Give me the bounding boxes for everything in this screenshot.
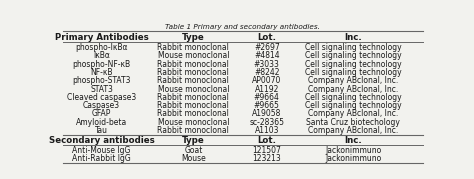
- Text: 121507: 121507: [252, 146, 281, 155]
- Text: Cell signaling technology: Cell signaling technology: [305, 93, 401, 102]
- Text: Mouse monoclonal: Mouse monoclonal: [157, 84, 229, 93]
- Text: Cell signaling technology: Cell signaling technology: [305, 101, 401, 110]
- Text: phospho-STAT3: phospho-STAT3: [72, 76, 131, 85]
- Text: STAT3: STAT3: [90, 84, 113, 93]
- Text: Rabbit monoclonal: Rabbit monoclonal: [157, 93, 229, 102]
- Text: Company ABclonal, Inc.: Company ABclonal, Inc.: [308, 126, 398, 135]
- Text: #9665: #9665: [254, 101, 280, 110]
- Text: NF-κB: NF-κB: [90, 68, 113, 77]
- Text: #8242: #8242: [254, 68, 280, 77]
- Text: Rabbit monoclonal: Rabbit monoclonal: [157, 126, 229, 135]
- Text: A1192: A1192: [255, 84, 279, 93]
- Text: Cell signaling technology: Cell signaling technology: [305, 43, 401, 52]
- Text: Mouse: Mouse: [181, 154, 206, 163]
- Text: Cell signaling technology: Cell signaling technology: [305, 60, 401, 69]
- Text: Goat: Goat: [184, 146, 202, 155]
- Text: Company ABclonal, Inc.: Company ABclonal, Inc.: [308, 76, 398, 85]
- Text: Primary Antibodies: Primary Antibodies: [55, 33, 148, 42]
- Text: Table 1 Primary and secondary antibodies.: Table 1 Primary and secondary antibodies…: [165, 24, 320, 30]
- Text: Secondary antibodies: Secondary antibodies: [49, 136, 155, 145]
- Text: Lot.: Lot.: [257, 136, 276, 145]
- Text: Lot.: Lot.: [257, 33, 276, 42]
- Text: #2697: #2697: [254, 43, 280, 52]
- Text: #3033: #3033: [254, 60, 280, 69]
- Text: Company ABclonal, Inc.: Company ABclonal, Inc.: [308, 109, 398, 118]
- Text: Amyloid-beta: Amyloid-beta: [76, 118, 127, 127]
- Text: Rabbit monoclonal: Rabbit monoclonal: [157, 60, 229, 69]
- Text: GFAP: GFAP: [92, 109, 111, 118]
- Text: Cell signaling technology: Cell signaling technology: [305, 51, 401, 61]
- Text: A19058: A19058: [252, 109, 282, 118]
- Text: Inc.: Inc.: [344, 33, 362, 42]
- Text: Mouse monoclonal: Mouse monoclonal: [157, 51, 229, 61]
- Text: Type: Type: [182, 136, 205, 145]
- Text: Rabbit monoclonal: Rabbit monoclonal: [157, 68, 229, 77]
- Text: #4814: #4814: [254, 51, 280, 61]
- Text: Caspase3: Caspase3: [83, 101, 120, 110]
- Text: Inc.: Inc.: [344, 136, 362, 145]
- Text: A1103: A1103: [255, 126, 279, 135]
- Text: Cleaved caspase3: Cleaved caspase3: [67, 93, 136, 102]
- Text: 123213: 123213: [253, 154, 281, 163]
- Text: Mouse monoclonal: Mouse monoclonal: [157, 118, 229, 127]
- Text: Type: Type: [182, 33, 205, 42]
- Text: Cell signaling technology: Cell signaling technology: [305, 68, 401, 77]
- Text: phospho-NF-κB: phospho-NF-κB: [73, 60, 130, 69]
- Text: IκBα: IκBα: [93, 51, 110, 61]
- Text: Anti-Rabbit IgG: Anti-Rabbit IgG: [72, 154, 131, 163]
- Text: Santa Cruz biotechology: Santa Cruz biotechology: [306, 118, 400, 127]
- Text: sc-28365: sc-28365: [249, 118, 284, 127]
- Text: Rabbit monoclonal: Rabbit monoclonal: [157, 109, 229, 118]
- Text: AP0070: AP0070: [252, 76, 282, 85]
- Text: Tau: Tau: [95, 126, 108, 135]
- Text: Jackonimmuno: Jackonimmuno: [325, 146, 381, 155]
- Text: #9664: #9664: [254, 93, 280, 102]
- Text: Company ABclonal, Inc.: Company ABclonal, Inc.: [308, 84, 398, 93]
- Text: Anti-Mouse IgG: Anti-Mouse IgG: [73, 146, 131, 155]
- Text: Rabbit monoclonal: Rabbit monoclonal: [157, 43, 229, 52]
- Text: Rabbit monoclonal: Rabbit monoclonal: [157, 101, 229, 110]
- Text: Jackonimmuno: Jackonimmuno: [325, 154, 381, 163]
- Text: Rabbit monoclonal: Rabbit monoclonal: [157, 76, 229, 85]
- Text: phospho-IκBα: phospho-IκBα: [75, 43, 128, 52]
